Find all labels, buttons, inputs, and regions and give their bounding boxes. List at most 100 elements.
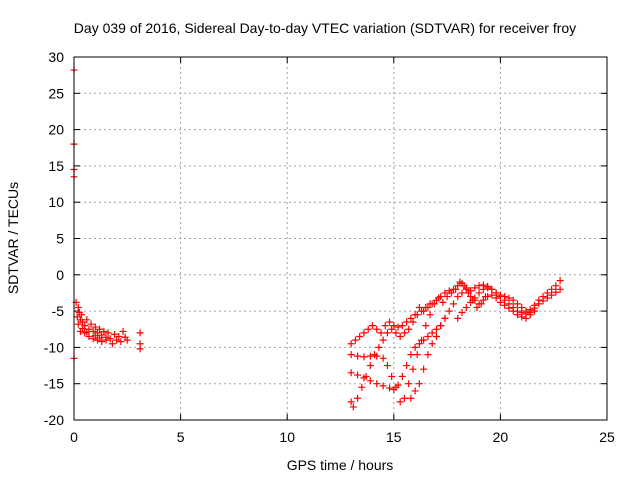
data-point xyxy=(379,354,387,362)
data-point xyxy=(552,282,560,290)
grid xyxy=(74,57,607,420)
data-point xyxy=(79,325,87,333)
data-point xyxy=(119,327,127,335)
data-points xyxy=(70,66,564,411)
data-point xyxy=(475,300,483,308)
data-point xyxy=(74,303,82,311)
data-point xyxy=(488,285,496,293)
data-point xyxy=(449,300,457,308)
data-point xyxy=(435,294,443,302)
data-point xyxy=(398,322,406,330)
data-point xyxy=(428,329,436,337)
data-point xyxy=(467,298,475,306)
data-point xyxy=(407,351,415,359)
data-point xyxy=(539,297,547,305)
x-tick-label: 15 xyxy=(386,429,402,445)
data-point xyxy=(505,300,513,308)
data-series xyxy=(347,278,489,406)
x-tick-label: 20 xyxy=(493,429,509,445)
data-point xyxy=(390,322,398,330)
data-point xyxy=(371,351,379,359)
data-point xyxy=(388,325,396,333)
data-point xyxy=(522,310,530,318)
data-point xyxy=(445,307,453,315)
data-point xyxy=(509,303,517,311)
data-point xyxy=(77,311,85,319)
y-tick-label: 30 xyxy=(48,49,64,65)
data-point xyxy=(386,318,394,326)
data-point xyxy=(513,307,521,315)
data-point xyxy=(358,383,366,391)
data-point xyxy=(432,325,440,333)
data-point xyxy=(394,381,402,389)
x-axis-title: GPS time / hours xyxy=(287,457,394,473)
data-point xyxy=(347,351,355,359)
data-point xyxy=(373,325,381,333)
data-point xyxy=(552,288,560,296)
data-point xyxy=(96,334,104,342)
data-point xyxy=(89,327,97,335)
data-point xyxy=(356,333,364,341)
data-point xyxy=(379,382,387,390)
data-point xyxy=(479,296,487,304)
data-point xyxy=(471,284,479,292)
data-point xyxy=(513,300,521,308)
data-point xyxy=(437,322,445,330)
data-point xyxy=(383,329,391,337)
data-point xyxy=(360,329,368,337)
data-point xyxy=(475,289,483,297)
data-point xyxy=(454,293,462,301)
data-point xyxy=(394,323,402,331)
data-point xyxy=(79,318,87,326)
data-point xyxy=(518,309,526,317)
data-point xyxy=(526,309,534,317)
data-point xyxy=(349,403,357,411)
data-point xyxy=(388,372,396,380)
data-point xyxy=(441,289,449,297)
data-point xyxy=(411,387,419,395)
data-point xyxy=(471,294,479,302)
y-tick-label: 20 xyxy=(48,122,64,138)
data-point xyxy=(415,380,423,388)
data-point xyxy=(439,298,447,306)
data-point xyxy=(381,322,389,330)
data-point xyxy=(422,303,430,311)
y-tick-label: -5 xyxy=(52,303,65,319)
y-tick-label: -20 xyxy=(44,412,64,428)
data-point xyxy=(96,325,104,333)
data-point xyxy=(379,336,387,344)
data-series xyxy=(454,284,564,322)
y-axis-title: SDTVAR / TECUs xyxy=(5,182,21,294)
y-tick-label: 25 xyxy=(48,85,64,101)
data-point xyxy=(556,285,564,293)
data-point xyxy=(432,333,440,341)
data-point xyxy=(424,351,432,359)
y-tick-label: 10 xyxy=(48,194,64,210)
data-point xyxy=(83,316,91,324)
data-point xyxy=(386,384,394,392)
data-point xyxy=(460,282,468,290)
data-point xyxy=(360,374,368,382)
data-series xyxy=(72,298,131,348)
data-point xyxy=(106,335,114,343)
data-point xyxy=(496,293,504,301)
data-point xyxy=(413,351,421,359)
data-point xyxy=(111,330,119,338)
data-point xyxy=(422,322,430,330)
data-point xyxy=(543,294,551,302)
data-point xyxy=(411,343,419,351)
data-point xyxy=(354,352,362,360)
data-point xyxy=(403,362,411,370)
data-point xyxy=(366,377,374,385)
data-point xyxy=(396,333,404,341)
y-tick-label: 5 xyxy=(56,231,64,247)
data-point xyxy=(492,289,500,297)
data-point xyxy=(98,338,106,346)
data-point xyxy=(377,329,385,337)
data-point xyxy=(479,285,487,293)
chart-title: Day 039 of 2016, Sidereal Day-to-day VTE… xyxy=(74,20,576,36)
data-point xyxy=(409,365,417,373)
data-point xyxy=(454,282,462,290)
data-point xyxy=(443,293,451,301)
data-point xyxy=(441,314,449,322)
